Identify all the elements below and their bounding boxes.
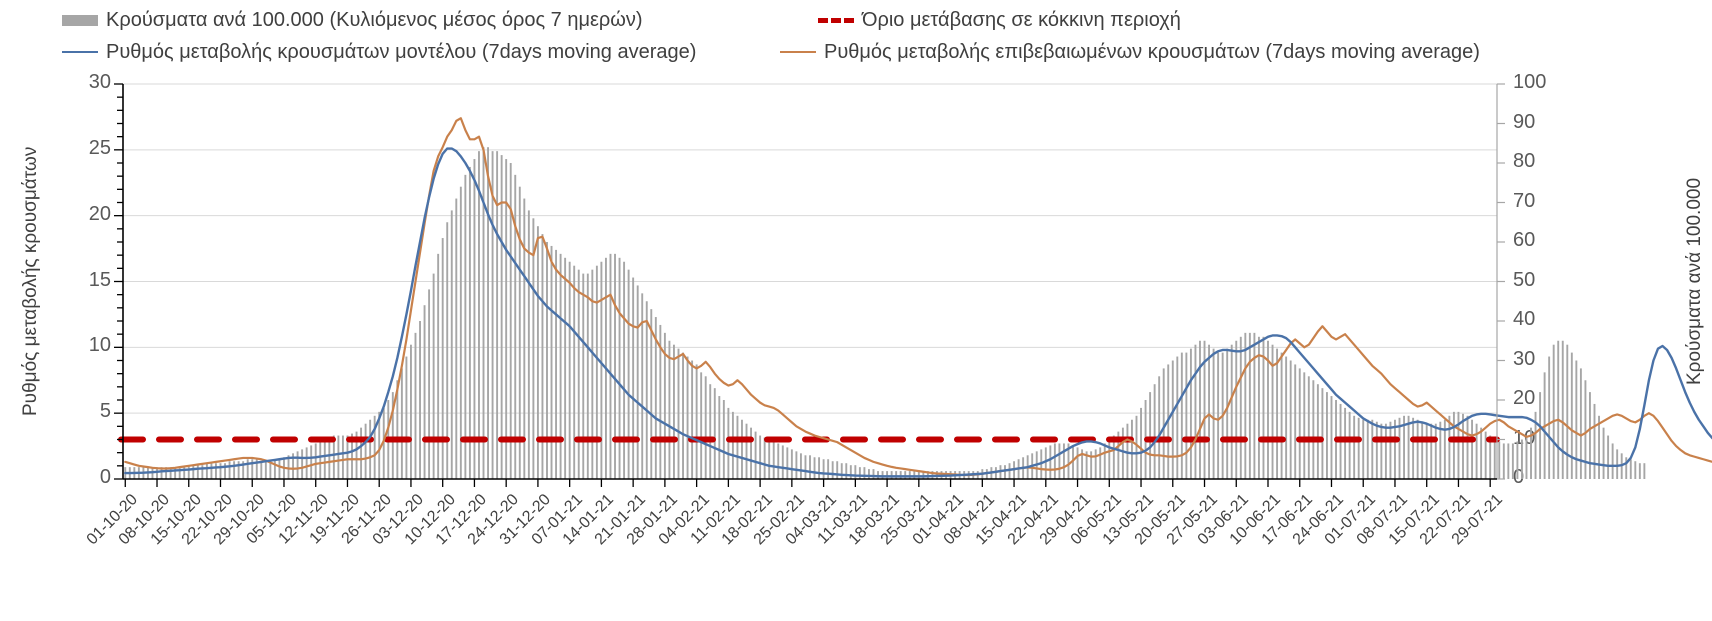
y-tick-left-25: 25 (88, 136, 111, 159)
legend-label-red-zone-threshold: Όριο μετάβασης σε κόκκινη περιοχή (862, 9, 1181, 31)
legend-bar-swatch-icon (62, 14, 98, 26)
y-tick-left-10: 10 (88, 334, 111, 357)
legend-label-confirmed-change-rate: Ρυθμός μεταβολής επιβεβαιωμένων κρουσμάτ… (824, 41, 1480, 63)
legend-item-cases-per-100k: Κρούσματα ανά 100.000 (Κυλιόμενος μέσος … (62, 10, 643, 30)
y-tick-left-20: 20 (88, 202, 111, 225)
legend-item-confirmed-change-rate: Ρυθμός μεταβολής επιβεβαιωμένων κρουσμάτ… (780, 42, 1480, 62)
y-tick-right-100: 100 (1513, 71, 1547, 93)
bar-series-cases (124, 147, 1646, 480)
y-tick-left-5: 5 (99, 400, 111, 423)
y-tick-right-70: 70 (1513, 189, 1536, 212)
chart-legend: Κρούσματα ανά 100.000 (Κυλιόμενος μέσος … (0, 0, 1712, 70)
legend-label-model-change-rate: Ρυθμός μεταβολής κρουσμάτων μοντέλου (7d… (106, 41, 697, 63)
legend-item-model-change-rate: Ρυθμός μεταβολής κρουσμάτων μοντέλου (7d… (62, 42, 696, 62)
legend-orange-line-icon (780, 51, 816, 53)
y-tick-left-15: 15 (88, 268, 111, 291)
y-tick-right-0: 0 (1513, 466, 1525, 488)
legend-label-cases-per-100k: Κρούσματα ανά 100.000 (Κυλιόμενος μέσος … (106, 9, 643, 31)
legend-blue-line-icon (62, 51, 98, 53)
y-tick-right-50: 50 (1513, 268, 1536, 291)
y-tick-left-0: 0 (99, 466, 111, 488)
legend-dashed-line-icon (818, 17, 854, 23)
y-tick-right-80: 80 (1513, 150, 1536, 172)
y-tick-right-90: 90 (1513, 110, 1536, 133)
y-tick-left-30: 30 (88, 71, 111, 93)
line-series-confirmed (124, 117, 1712, 477)
y-tick-right-40: 40 (1513, 308, 1536, 330)
axis-lines-and-ticks (114, 83, 1505, 487)
legend-item-red-zone-threshold: Όριο μετάβασης σε κόκκινη περιοχή (818, 10, 1181, 30)
y-tick-right-20: 20 (1513, 387, 1536, 409)
y-tick-right-30: 30 (1513, 347, 1536, 370)
line-series-model (124, 147, 1712, 478)
y-tick-right-60: 60 (1513, 229, 1536, 251)
